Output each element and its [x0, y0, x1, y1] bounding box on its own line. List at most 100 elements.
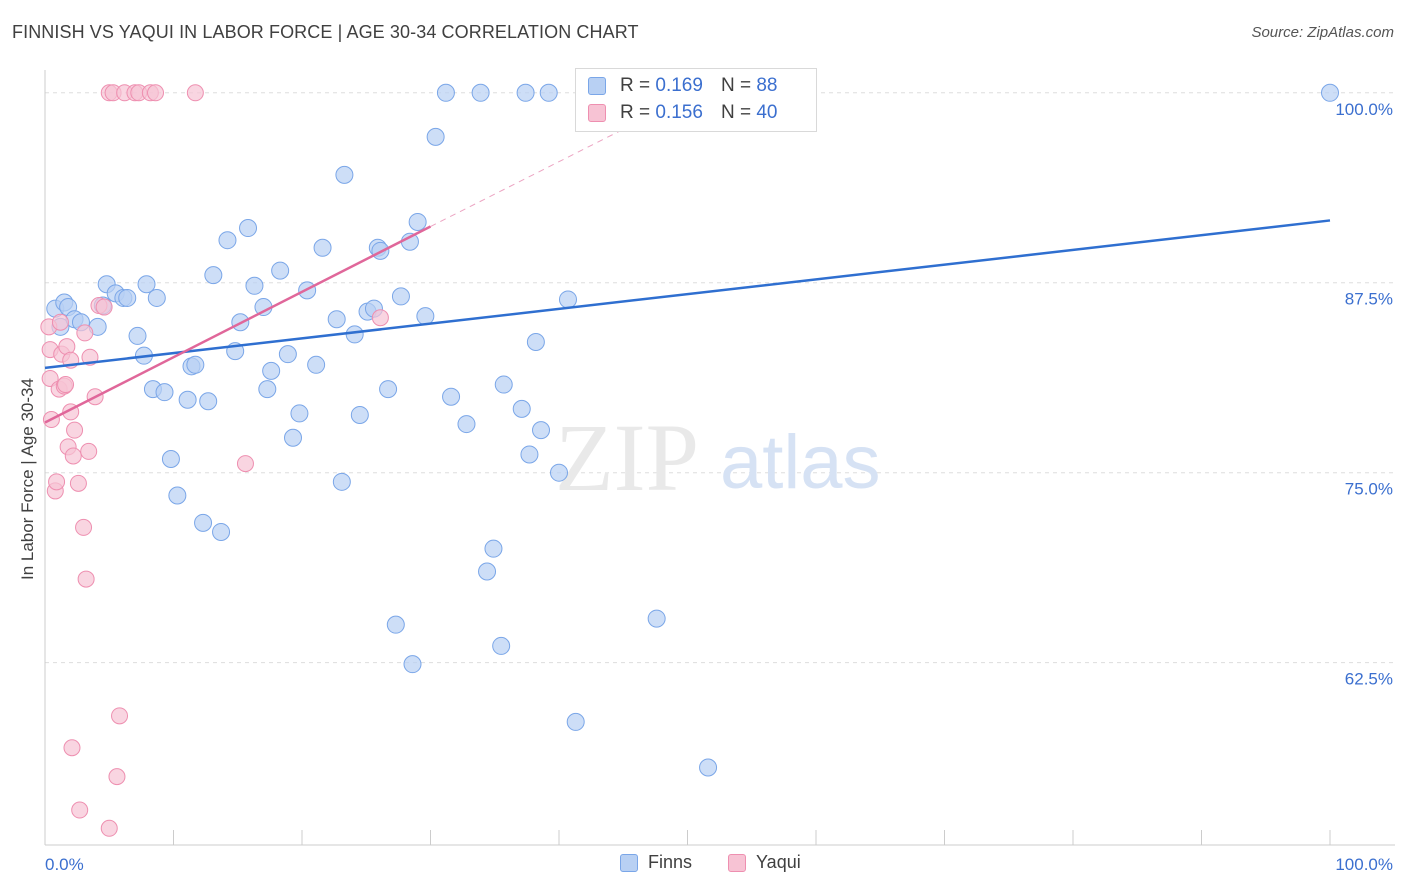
yaqui-trendline: [430, 128, 624, 227]
finns-swatch: [588, 77, 606, 95]
yaqui-point: [371, 309, 389, 327]
finns-point: [204, 266, 223, 285]
finns-point: [327, 310, 346, 329]
yaqui-point: [63, 739, 81, 757]
finns-point: [416, 307, 435, 326]
y-tick-label: 87.5%: [1345, 290, 1393, 309]
yaqui-n-label: N =: [720, 102, 752, 123]
finns-point: [199, 392, 218, 411]
finns-point: [332, 472, 351, 491]
finns-point: [699, 758, 718, 777]
finns-point: [194, 513, 213, 532]
finns-point: [258, 380, 277, 399]
yaqui-point: [236, 455, 254, 473]
watermark-atlas: atlas: [720, 420, 881, 505]
yaqui-r-value: 0.156: [655, 102, 703, 123]
finns-r-label: R =: [620, 75, 651, 96]
finns-point: [147, 288, 166, 307]
legend-yaqui-swatch: [728, 853, 747, 872]
x-tick-label: 0.0%: [45, 855, 84, 874]
finns-point: [516, 83, 535, 102]
finns-point: [161, 450, 180, 469]
finns-point: [278, 345, 297, 364]
finns-trendline: [44, 219, 1331, 370]
finns-point: [520, 445, 539, 464]
yaqui-point: [100, 819, 118, 837]
finns-point: [262, 361, 281, 380]
stats-legend: R = 0.169 N = 88 R = 0.156 N = 40: [575, 68, 817, 132]
yaqui-n-value: 40: [756, 102, 778, 123]
finns-point: [168, 486, 187, 505]
finns-point: [178, 390, 197, 409]
finns-point: [526, 333, 545, 352]
finns-point: [550, 463, 568, 482]
yaqui-point: [75, 518, 93, 536]
axes: [44, 70, 1395, 846]
finns-point: [218, 231, 237, 250]
finns-point: [239, 219, 258, 238]
y-tick-label: 100.0%: [1335, 100, 1393, 119]
yaqui-point: [69, 474, 87, 492]
y-tick-label: 75.0%: [1345, 480, 1393, 499]
finns-point: [212, 522, 231, 541]
finns-point: [118, 288, 137, 307]
finns-point: [457, 415, 476, 434]
yaqui-point: [147, 84, 165, 102]
finns-point: [492, 636, 511, 655]
finns-point: [271, 261, 290, 280]
finns-point: [442, 387, 461, 406]
chart-title: FINNISH VS YAQUI IN LABOR FORCE | AGE 30…: [12, 22, 639, 42]
yaqui-point: [95, 298, 113, 316]
yaqui-point: [51, 313, 69, 331]
yaqui-trendline: [44, 225, 432, 424]
finns-point: [484, 539, 503, 558]
finns-point: [186, 355, 205, 374]
finns-point: [1321, 83, 1339, 102]
yaqui-point: [111, 707, 129, 725]
finns-point: [436, 83, 455, 102]
finns-point: [313, 238, 332, 257]
bottom-legend: Finns Yaqui: [620, 852, 837, 873]
finns-point: [426, 127, 445, 146]
finns-point: [391, 287, 410, 306]
finns-point: [245, 276, 264, 295]
legend-item-yaqui[interactable]: Yaqui: [728, 852, 801, 873]
finns-point: [290, 404, 309, 423]
finns-point: [566, 712, 585, 731]
legend-item-finns[interactable]: Finns: [620, 852, 692, 873]
watermark: ZIP atlas: [555, 404, 881, 511]
stats-row-finns: R = 0.169 N = 88: [588, 73, 777, 99]
yaqui-point: [77, 570, 95, 588]
finns-r-value: 0.169: [655, 75, 703, 96]
finns-point: [408, 212, 427, 231]
finns-point: [403, 655, 422, 674]
finns-point: [128, 326, 147, 345]
finns-point: [558, 290, 577, 309]
finns-point: [386, 615, 405, 634]
finns-point: [345, 325, 364, 344]
yaqui-point: [80, 442, 98, 460]
finns-point: [494, 375, 513, 394]
stats-row-yaqui: R = 0.156 N = 40: [588, 100, 777, 126]
trendlines: [44, 128, 1331, 424]
yaqui-point: [76, 324, 94, 342]
legend-finns-label: Finns: [648, 852, 693, 872]
finns-point: [379, 380, 398, 399]
yaqui-point: [64, 447, 82, 465]
yaqui-swatch: [588, 104, 606, 122]
finns-point: [539, 83, 558, 102]
finns-point: [532, 421, 551, 440]
yaqui-point: [66, 421, 84, 439]
finns-point: [284, 428, 303, 447]
source-label: Source: ZipAtlas.com: [1251, 24, 1394, 41]
yaqui-point: [186, 84, 204, 102]
x-tick-label: 100.0%: [1335, 855, 1393, 874]
watermark-zip: ZIP: [555, 404, 699, 511]
yaqui-point: [71, 801, 89, 819]
finns-point: [155, 383, 174, 402]
finns-point: [478, 562, 497, 581]
yaqui-point: [57, 376, 75, 394]
legend-yaqui-label: Yaqui: [756, 852, 801, 872]
finns-n-label: N =: [720, 75, 752, 96]
